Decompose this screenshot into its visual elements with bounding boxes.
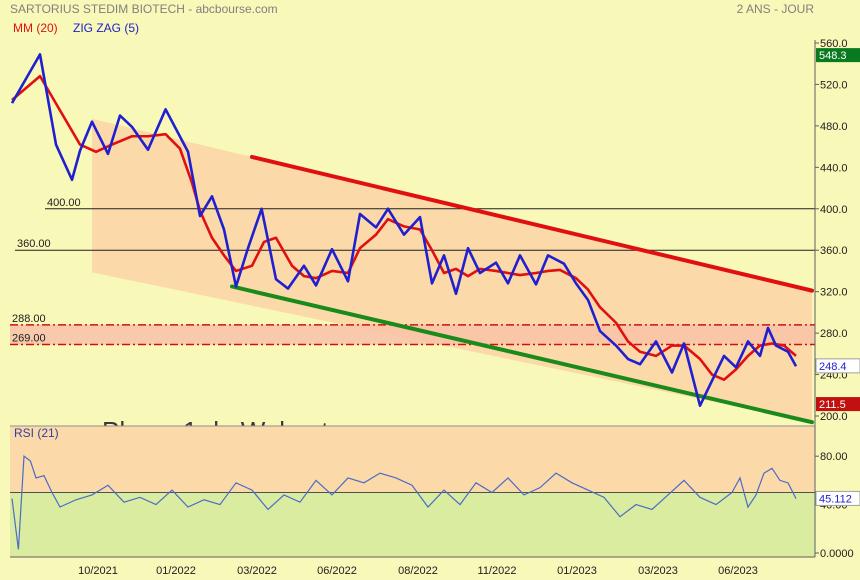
chart-title: SARTORIUS STEDIM BIOTECH - abcbourse.com <box>10 2 278 16</box>
price-badge <box>816 397 860 412</box>
rsi-panel-background <box>10 425 815 557</box>
rsi-value-badge <box>815 490 860 506</box>
price-badge <box>815 358 860 374</box>
support-trendline <box>230 284 814 425</box>
price-tick-label: 200.0 <box>820 411 848 423</box>
moving-average-line <box>11 74 797 382</box>
rsi-tick-label: 80.00 <box>820 451 848 463</box>
price-badge <box>816 48 860 63</box>
x-tick-label: 10/2021 <box>78 565 118 577</box>
price-tick-label: 560.0 <box>820 38 848 50</box>
rsi-value-label: 45.112 <box>819 493 852 505</box>
price-reference-lines: 400.00 360.00 288.00 269.00 <box>10 154 815 425</box>
price-tick-label: 400.0 <box>820 204 848 216</box>
x-tick-label: 08/2022 <box>398 565 438 577</box>
rsi-series <box>11 455 797 550</box>
x-tick-label: 11/2022 <box>478 565 517 577</box>
legend-ma: MM (20) <box>13 21 58 35</box>
reference-label-288.00: 288.00 <box>12 313 46 325</box>
reference-label-400.00: 400.00 <box>47 197 81 209</box>
legend-zigzag: ZIG ZAG (5) <box>73 21 139 35</box>
reference-label-269.00: 269.00 <box>12 333 46 345</box>
support-band <box>10 324 815 345</box>
period-label: 2 ANS - JOUR <box>737 2 815 16</box>
x-tick-label: 01/2022 <box>156 565 196 577</box>
price-badge-label: 211.5 <box>819 399 846 411</box>
price-badge-label: 548.3 <box>819 50 847 62</box>
reference-label-360.00: 360.00 <box>17 238 51 250</box>
rsi-tick-label: 0.0000 <box>820 548 854 560</box>
rsi-oversold-zone <box>10 492 815 557</box>
price-tick-label: 440.0 <box>820 162 848 174</box>
price-tick-label: 280.0 <box>820 328 848 340</box>
rsi-overbought-zone <box>10 426 815 493</box>
x-axis: 10/2021 01/2022 03/2022 06/2022 08/2022 11/20… <box>10 556 815 577</box>
zigzag-line <box>10 53 798 407</box>
resistance-trendline <box>250 154 814 293</box>
price-tick-label: 480.0 <box>820 121 848 133</box>
rsi-line <box>11 455 797 550</box>
x-tick-label: 06/2022 <box>317 565 357 577</box>
price-tick-label: 520.0 <box>820 79 848 91</box>
price-tick-label: 320.0 <box>820 287 848 299</box>
x-tick-label: 03/2023 <box>638 565 678 577</box>
price-tick-label: 360.0 <box>820 245 848 257</box>
price-axis: 200.0240.0280.0320.0360.0400.0440.0480.0… <box>815 38 860 423</box>
price-badge-label: 248.4 <box>819 361 847 373</box>
x-tick-label: 06/2023 <box>718 565 758 577</box>
price-series <box>10 53 798 407</box>
rsi-title: RSI (21) <box>14 426 59 440</box>
x-tick-label: 01/2023 <box>557 565 597 577</box>
price-panel-background <box>10 118 815 423</box>
x-tick-label: 03/2022 <box>237 565 277 577</box>
